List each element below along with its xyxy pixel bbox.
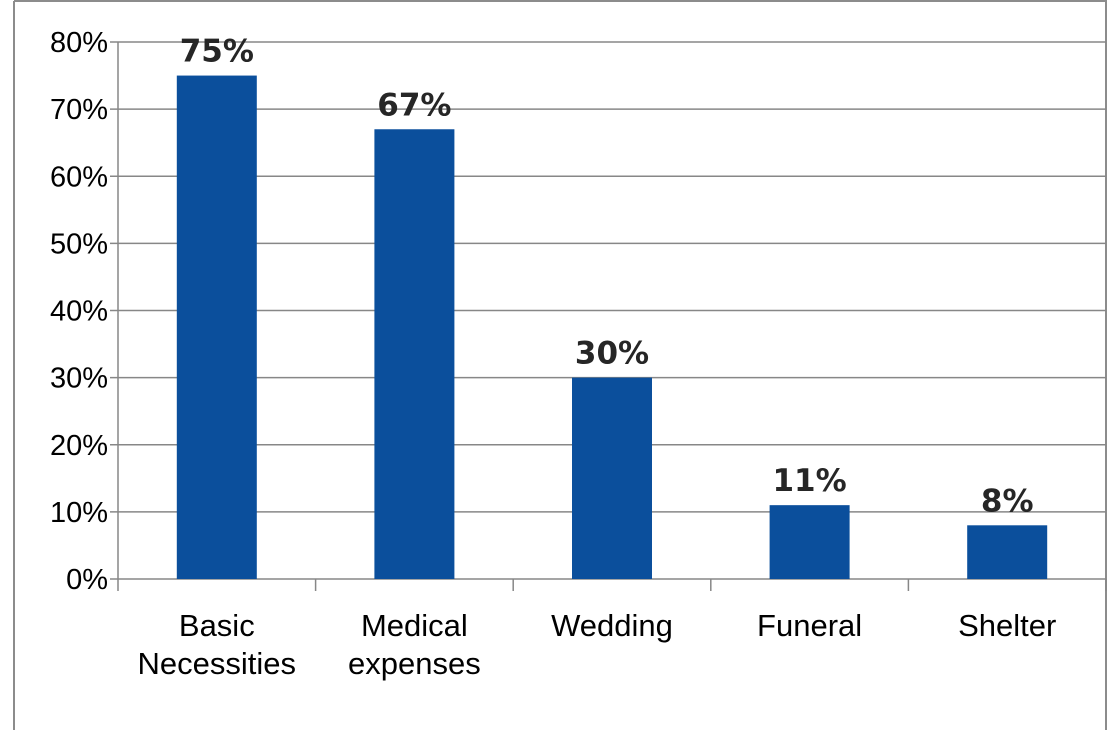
- y-tick-label: 40%: [50, 296, 108, 328]
- x-axis: Basic Necessities Medical expenses Wedding Fu…: [117, 578, 1107, 681]
- y-tick-label: 30%: [50, 363, 108, 395]
- bar: [374, 129, 455, 579]
- y-tick-label: 10%: [50, 497, 108, 529]
- data-label: 11%: [772, 463, 846, 499]
- data-label: 75%: [180, 34, 254, 70]
- y-tick-label: 20%: [50, 430, 108, 462]
- bar: [967, 525, 1048, 579]
- x-tick-label: Wedding: [551, 608, 673, 643]
- x-tick-label: Funeral: [757, 608, 862, 643]
- bar: [176, 75, 257, 579]
- x-tick-label: Medical expenses: [348, 608, 481, 681]
- y-axis: 0% 10% 20% 30% 40% 50% 60% 70% 80%: [50, 27, 119, 596]
- y-tick-label: 70%: [50, 94, 108, 126]
- data-label: 8%: [981, 483, 1034, 519]
- data-label: 67%: [377, 87, 451, 123]
- y-tick-label: 80%: [50, 27, 108, 59]
- bar: [572, 377, 652, 579]
- x-tick-label: Shelter: [958, 608, 1056, 643]
- bars: [176, 75, 1048, 579]
- x-tick-label: Basic Necessities: [138, 608, 297, 681]
- data-label: 30%: [575, 336, 649, 372]
- y-tick-label: 60%: [50, 161, 108, 193]
- y-tick-label: 50%: [50, 228, 108, 260]
- bar: [769, 505, 850, 579]
- y-tick-label: 0%: [66, 564, 108, 596]
- data-labels: 75% 67% 30% 11% 8%: [180, 34, 1034, 520]
